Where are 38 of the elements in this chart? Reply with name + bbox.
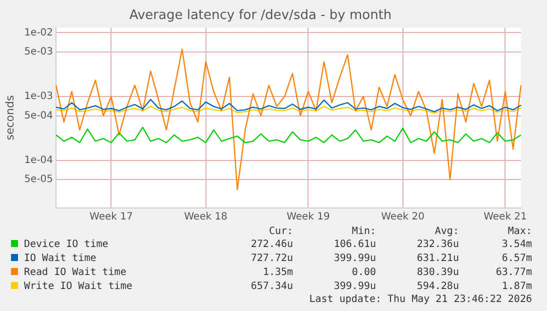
y-tick-label: 1e-03 (24, 91, 54, 102)
text: 3.54m (500, 238, 533, 252)
legend-label: Write IO Wait time (23, 280, 134, 294)
y-tick-label: 5e-03 (24, 46, 54, 58)
y-tick-label: 1e-02 (24, 27, 54, 38)
text: 830.39u (416, 266, 460, 280)
y-tick-label: 1e-04 (24, 155, 54, 166)
text: 6.57m (500, 252, 533, 266)
text: 594.28u (416, 280, 460, 294)
text: 399.99u (332, 280, 378, 294)
legend-label: IO Wait time (23, 252, 98, 266)
text: Max: (506, 226, 533, 238)
text: Cur: (268, 226, 294, 238)
x-tick-label: Week 21 (484, 212, 527, 223)
x-tick-label: Week 17 (90, 212, 133, 223)
text: 232.36u (416, 238, 460, 252)
y-axis-title: seconds (3, 95, 16, 140)
y-tick-label: 5e-05 (24, 174, 54, 186)
text: 63.77m (494, 266, 533, 280)
text: 1.87m (500, 280, 533, 294)
text: Avg: (434, 226, 460, 238)
text: 657.34u (250, 280, 294, 294)
chart-title: Average latency for /dev/sda - by month (129, 8, 392, 24)
text: Min: (350, 226, 378, 238)
x-tick-label: Week 19 (286, 212, 330, 223)
text: Last update: Thu May 21 23:46:22 2026 (308, 294, 533, 306)
text: 0.00 (350, 266, 378, 280)
text: 106.61u (332, 238, 378, 252)
x-tick-label: Week 20 (381, 212, 424, 223)
text: 631.21u (416, 252, 460, 266)
legend-label: Read IO Wait time (23, 266, 128, 280)
text: 1.35m (262, 266, 294, 280)
text: 399.99u (332, 252, 378, 266)
x-tick-label: Week 18 (184, 212, 228, 223)
text: 727.72u (250, 252, 294, 266)
y-tick-label: 5e-04 (24, 110, 54, 122)
text: 272.46u (250, 238, 294, 252)
legend-label: Device IO time (23, 238, 110, 252)
